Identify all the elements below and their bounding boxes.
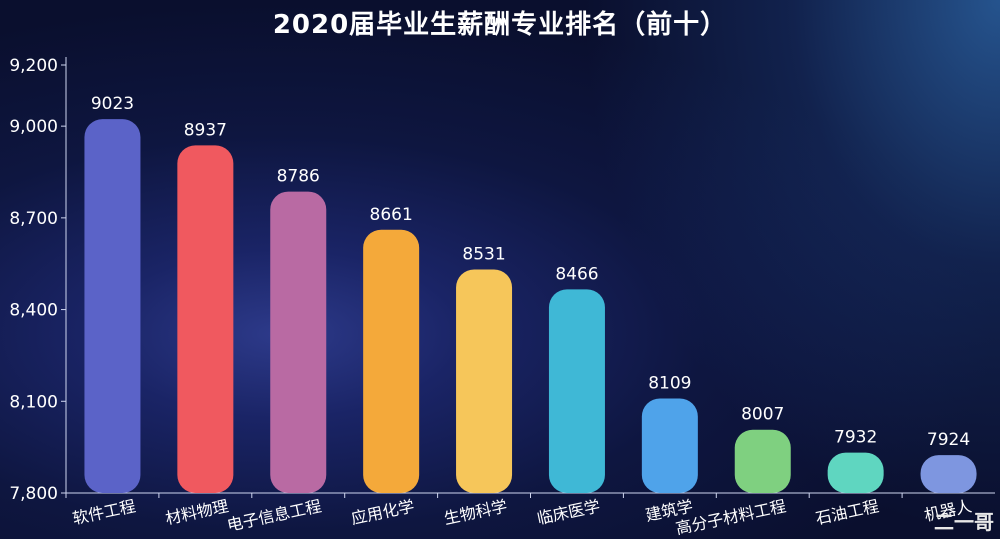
bar (177, 145, 234, 493)
bar-value-label: 8937 (184, 120, 227, 140)
bar-value-label: 7924 (927, 430, 970, 450)
bar-value-label: 9023 (91, 94, 134, 114)
bar-value-label: 8531 (462, 245, 505, 265)
watermark: 二一哥 (934, 510, 994, 534)
bar-value-label: 8466 (555, 264, 598, 284)
bar (548, 289, 605, 493)
y-tick-label: 9,200 (9, 56, 58, 76)
bar-value-label: 8786 (277, 167, 320, 187)
bar-value-label: 7932 (834, 428, 877, 448)
bar (363, 229, 420, 493)
x-tick-label: 石油工程 (814, 496, 881, 528)
bar-value-label: 8007 (741, 405, 784, 425)
bar (270, 191, 327, 493)
chart-title: 2020届毕业生薪酬专业排名（前十） (272, 10, 728, 40)
y-tick-label: 9,000 (9, 117, 58, 137)
y-tick-label: 8,700 (9, 209, 58, 229)
x-tick-label: 材料物理 (164, 496, 231, 528)
x-tick-label: 生物科学 (442, 496, 509, 528)
x-tick-label: 临床医学 (535, 496, 602, 528)
x-tick-label: 软件工程 (71, 496, 138, 528)
bar (827, 452, 884, 493)
bar (920, 455, 977, 493)
x-tick-label: 应用化学 (349, 496, 416, 528)
y-tick-label: 8,400 (9, 301, 58, 321)
bar (84, 119, 141, 494)
x-tick-label: 电子信息工程 (225, 496, 323, 535)
bar-value-label: 8109 (648, 374, 691, 394)
y-tick-label: 8,100 (9, 392, 58, 412)
bar (641, 398, 698, 493)
bar (734, 429, 791, 493)
bar-value-label: 8661 (370, 205, 413, 225)
bar (456, 269, 513, 493)
y-tick-label: 7,800 (9, 484, 58, 504)
